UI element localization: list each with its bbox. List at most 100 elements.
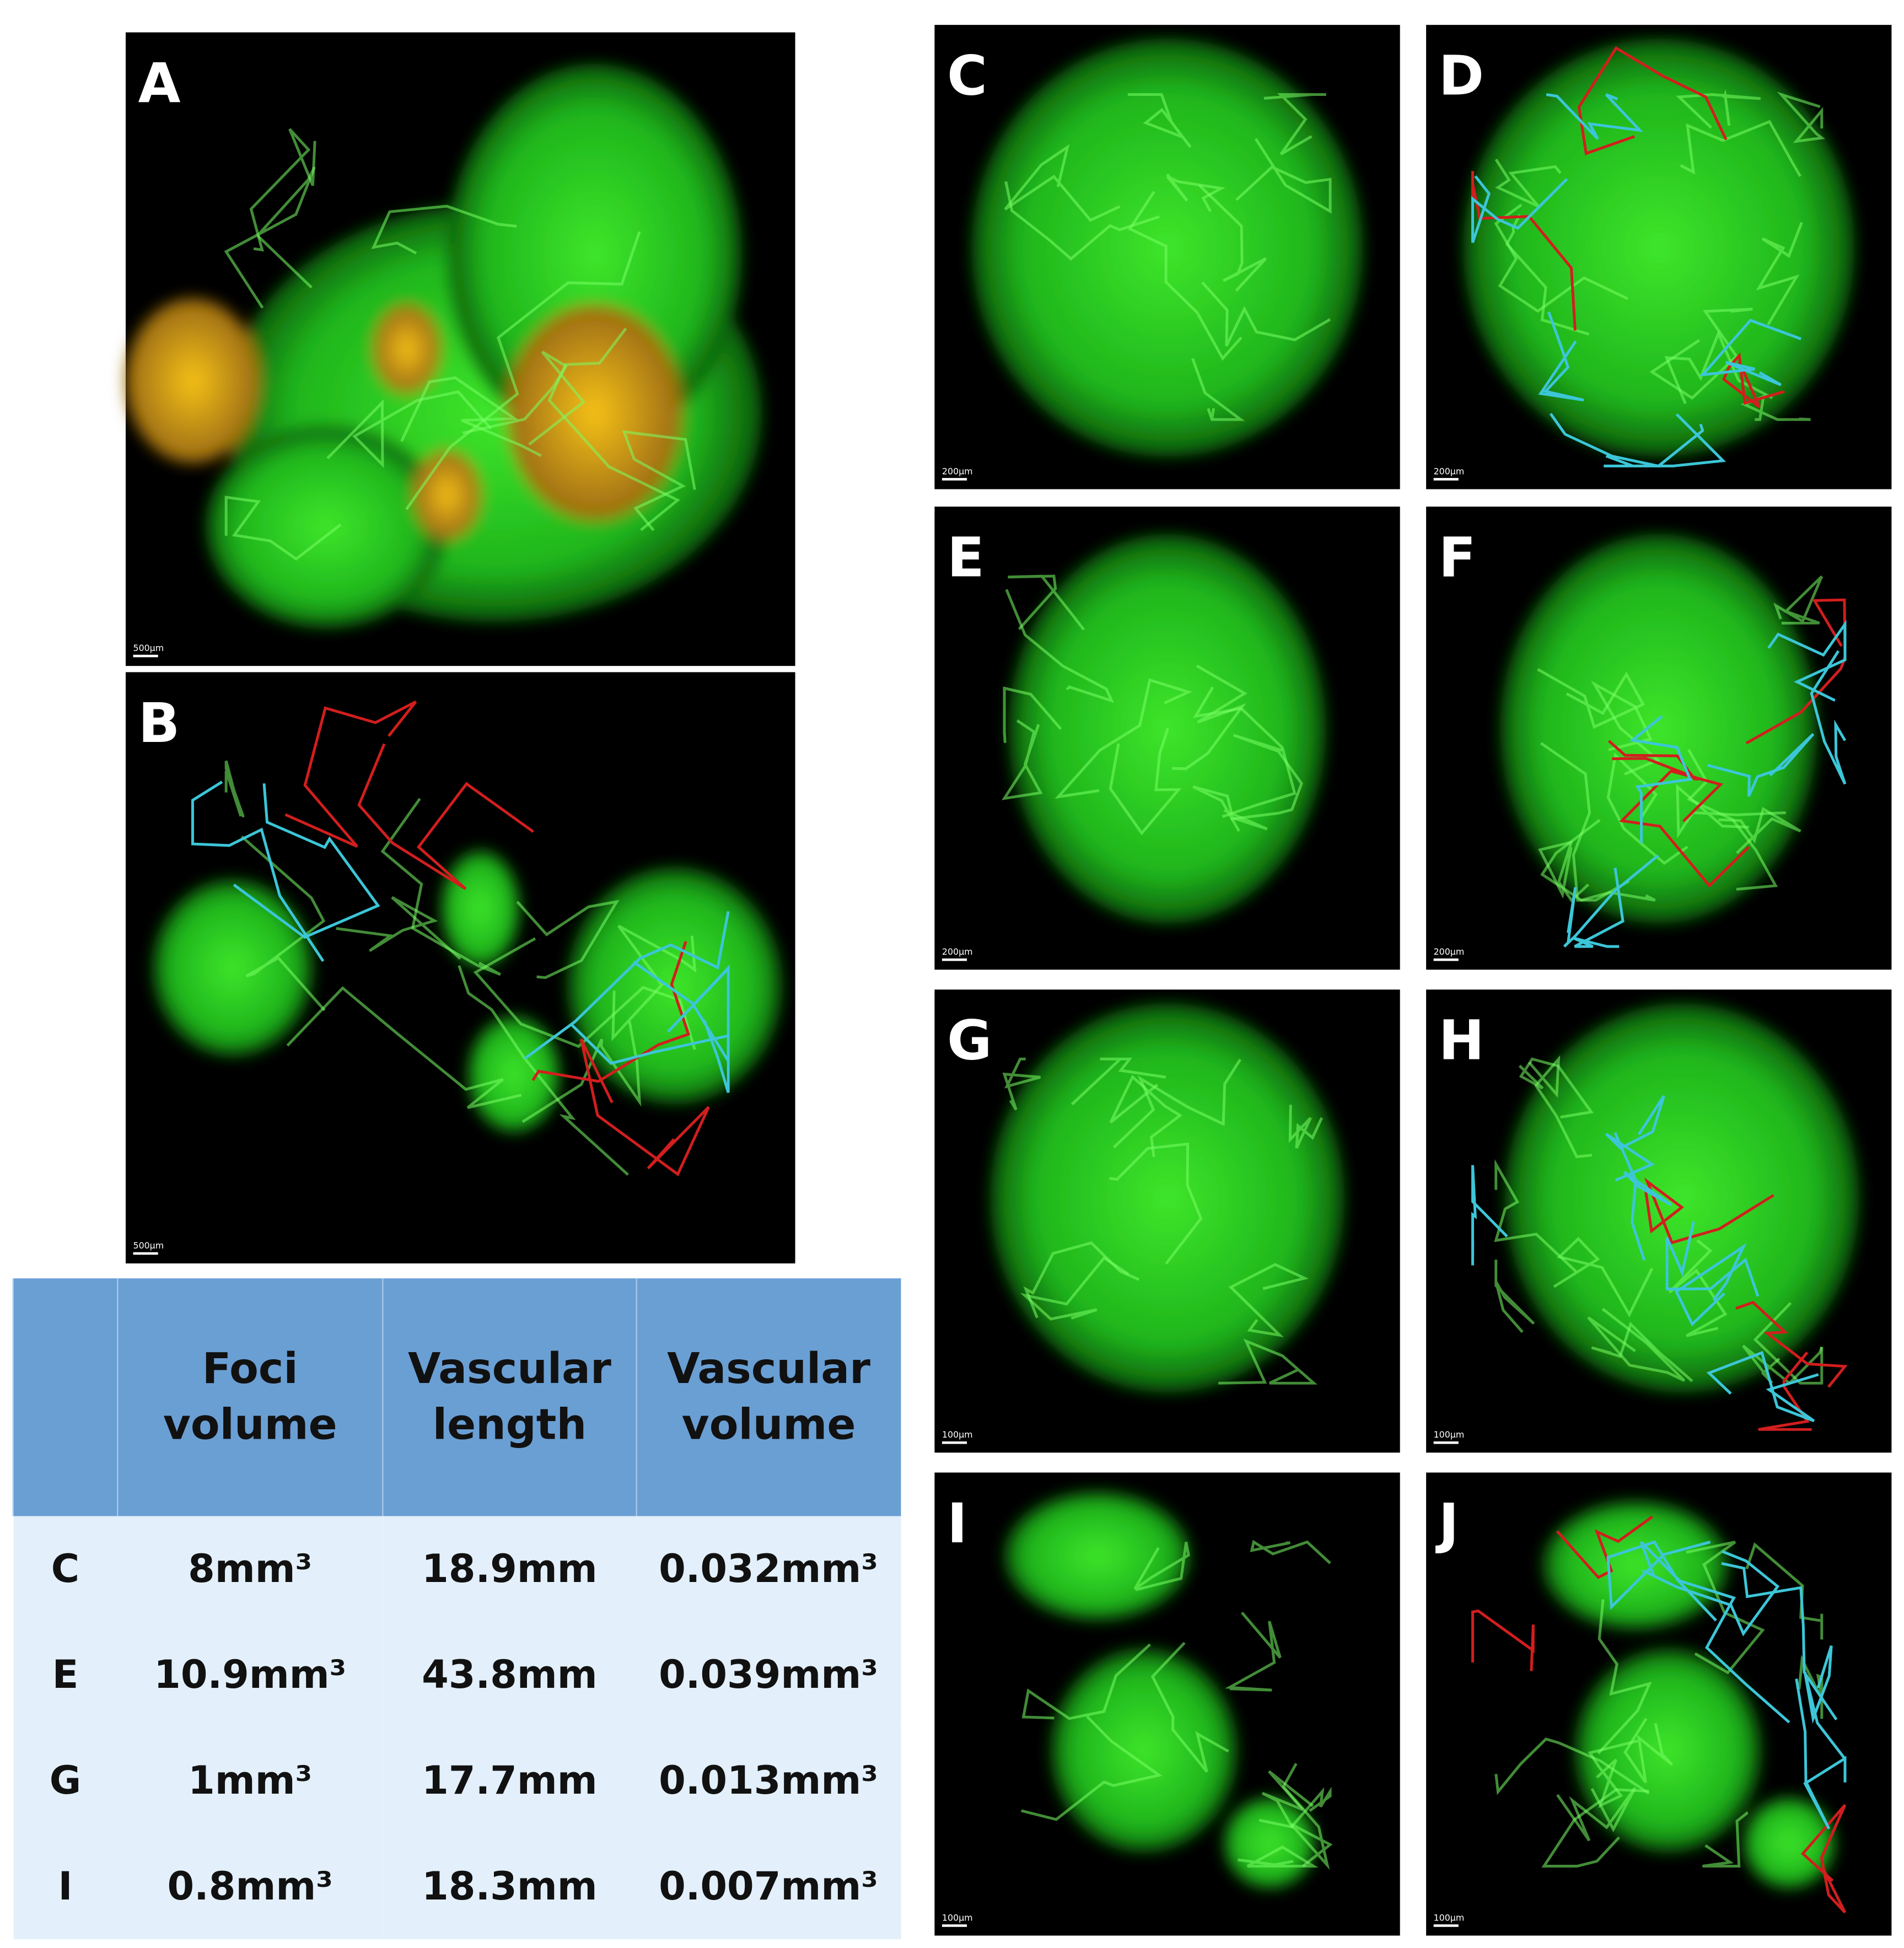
vessel	[1607, 740, 1700, 781]
vessel	[1228, 1263, 1309, 1338]
vessel	[1112, 1058, 1242, 1149]
tissue-blob	[413, 450, 481, 540]
tissue-blob	[567, 867, 782, 1104]
vessel	[1538, 311, 1584, 402]
vessel	[1590, 680, 1661, 776]
vessel	[1518, 1057, 1594, 1119]
scale-bar-label: 500μm	[133, 1240, 164, 1251]
panel: B 500μm	[126, 672, 795, 1264]
vessel	[1004, 144, 1121, 222]
panel: I 100μm	[934, 1472, 1400, 1936]
scale-bar-label: 500μm	[133, 643, 164, 653]
panel: H 100μm	[1426, 989, 1892, 1453]
vessel	[1676, 783, 1786, 839]
vessel	[1128, 191, 1243, 361]
vessel	[1023, 1241, 1140, 1319]
vessel	[1235, 138, 1332, 214]
vessel	[1613, 1132, 1672, 1261]
vessel	[1742, 1344, 1824, 1385]
panel-label: C	[947, 45, 987, 108]
table-row: I 0.8mm³ 18.3mm 0.007mm³	[13, 1833, 901, 1940]
scale-bar	[1433, 478, 1459, 481]
vessel	[1109, 728, 1182, 836]
vessel	[1004, 181, 1160, 261]
table-cell: 17.7mm	[383, 1728, 637, 1834]
vessel	[1008, 574, 1085, 631]
tissue-blob	[447, 64, 742, 444]
vessel	[1549, 413, 1726, 467]
scale-bar-label: 200μm	[942, 466, 973, 476]
row-label: C	[13, 1516, 118, 1622]
vessel	[1665, 1221, 1760, 1297]
vessel	[1150, 1642, 1229, 1773]
vessel	[516, 900, 620, 980]
scale-bar-label: 200μm	[1434, 946, 1465, 957]
vessel	[1756, 222, 1803, 326]
vessel	[1258, 1770, 1314, 1829]
vessel	[1706, 1350, 1819, 1423]
panel-label: B	[138, 692, 180, 755]
vessel	[1193, 686, 1297, 818]
vessel	[1777, 92, 1825, 143]
vessel	[1537, 668, 1645, 729]
scale-bar	[942, 478, 967, 481]
scale-bar-label: 100μm	[1434, 1912, 1465, 1923]
vessel	[1707, 733, 1815, 797]
vessel	[1753, 1302, 1824, 1385]
vessel	[1201, 281, 1331, 347]
vessel	[1290, 1786, 1332, 1828]
vessel	[1541, 1788, 1649, 1868]
vessel	[1109, 1074, 1183, 1157]
vessel	[1494, 203, 1628, 313]
tissue	[1463, 39, 1854, 457]
vessel	[1577, 46, 1728, 155]
tissue-blob	[990, 1003, 1344, 1393]
panel-label: I	[947, 1492, 967, 1556]
scale-bar	[1433, 958, 1459, 961]
vessel	[1639, 1541, 1790, 1724]
vessel	[1471, 1609, 1535, 1671]
scale-bar	[1433, 1924, 1459, 1927]
vessel	[400, 376, 542, 458]
vessel	[1629, 715, 1692, 843]
tissue-blob	[152, 879, 314, 1057]
vessel	[1572, 868, 1625, 948]
vessel	[233, 783, 380, 939]
vessel	[240, 835, 326, 1011]
vessel	[1171, 664, 1247, 771]
vessel	[1758, 1351, 1812, 1431]
vessel	[1471, 175, 1568, 243]
vessel	[1109, 1142, 1203, 1265]
vessel	[1546, 93, 1644, 140]
panel-label: J	[1435, 1492, 1459, 1556]
row-label: E	[13, 1622, 118, 1728]
vessel	[1021, 1643, 1152, 1720]
scale-bar	[942, 1924, 967, 1927]
results-table: Foci volume Vascular length Vascular volum…	[12, 1278, 901, 1940]
vessel	[1680, 120, 1802, 177]
vessel	[1528, 1055, 1593, 1159]
vessel	[371, 205, 517, 255]
tissue-blob	[1463, 39, 1854, 457]
panel-label: G	[947, 1009, 992, 1073]
tissue	[1505, 1003, 1859, 1393]
vessel	[1676, 89, 1761, 129]
scale-bar	[1433, 1441, 1459, 1444]
column-header: Foci volume	[117, 1278, 383, 1516]
tissue-blob	[1542, 1500, 1729, 1630]
table-cell: 0.013mm³	[636, 1728, 901, 1834]
panel: J 100μm	[1426, 1472, 1892, 1936]
row-label: G	[13, 1728, 118, 1834]
table-row: G 1mm³ 17.7mm 0.013mm³	[13, 1728, 901, 1834]
tissue-blob	[373, 304, 440, 394]
scale-bar-label: 100μm	[942, 1912, 973, 1923]
vessel	[1218, 1338, 1317, 1385]
vessel	[224, 496, 342, 561]
vessel	[1003, 686, 1062, 743]
scale-bar	[942, 958, 967, 961]
vessel	[224, 166, 316, 309]
table-cell: 1mm³	[117, 1728, 383, 1834]
vessel	[1591, 1321, 1693, 1382]
panel: F 200μm	[1426, 507, 1892, 970]
